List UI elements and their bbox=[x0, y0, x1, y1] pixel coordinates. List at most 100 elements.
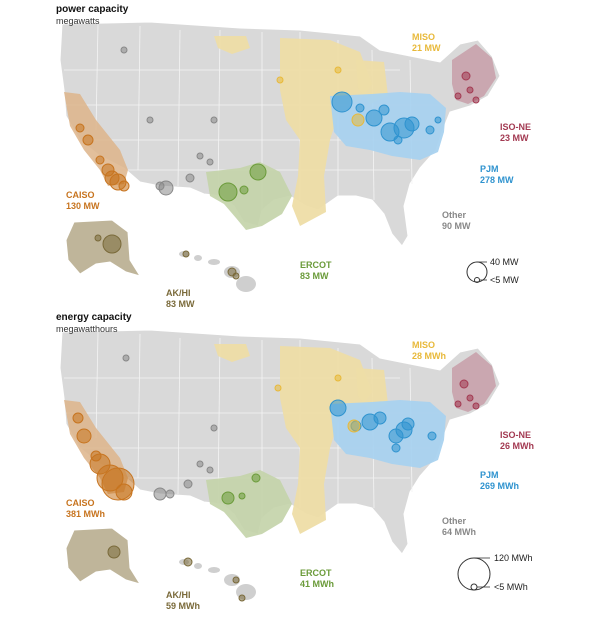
isone-facility-bubble bbox=[459, 379, 469, 389]
pjm-facility-bubble bbox=[427, 431, 437, 441]
other-facility-bubble bbox=[206, 466, 214, 474]
other-facility-bubble bbox=[122, 354, 130, 362]
pjm-facility-bubble bbox=[378, 104, 390, 116]
energy-size-legend bbox=[457, 557, 491, 591]
isone-facility-bubble bbox=[454, 92, 462, 100]
pjm-facility-bubble bbox=[401, 417, 415, 431]
isone-region bbox=[452, 44, 496, 104]
alaska-shape bbox=[65, 527, 142, 585]
akhi-facility-bubble bbox=[232, 576, 240, 584]
caiso-facility-bubble bbox=[82, 134, 94, 146]
alaska-shape bbox=[65, 219, 142, 277]
power-bubbles bbox=[75, 46, 480, 280]
other-facility-bubble bbox=[206, 158, 214, 166]
isone-region bbox=[452, 352, 496, 412]
caiso-facility-bubble bbox=[90, 450, 102, 462]
other-facility-bubble bbox=[196, 152, 204, 160]
miso-facility-bubble bbox=[276, 76, 284, 84]
pjm-label: PJM 269 MWh bbox=[480, 470, 520, 491]
legend-small-label: <5 MW bbox=[490, 275, 519, 285]
caiso-facility-bubble bbox=[115, 483, 133, 501]
miso-label: MISO 28 MWh bbox=[412, 340, 447, 361]
miso-region bbox=[280, 346, 372, 534]
caiso-region bbox=[64, 92, 128, 186]
legend-small-circle bbox=[474, 277, 480, 283]
miso-facility-bubble bbox=[347, 419, 361, 433]
akhi-facility-bubble bbox=[102, 234, 122, 254]
miso-region bbox=[280, 38, 372, 226]
ercot-region bbox=[206, 162, 292, 230]
isone-label: ISO-NE 23 MW bbox=[500, 122, 532, 143]
legend-small-label: <5 MWh bbox=[494, 582, 528, 592]
miso-facility-bubble bbox=[334, 374, 342, 382]
ercot-facility-bubble bbox=[239, 185, 249, 195]
pjm-facility-bubble bbox=[355, 103, 365, 113]
ercot-facility-bubble bbox=[238, 492, 246, 500]
contiguous-us-shape bbox=[59, 21, 501, 247]
power-size-legend bbox=[466, 261, 488, 283]
ercot-facility-bubble bbox=[221, 491, 235, 505]
panel-subtitle: megawatts bbox=[56, 16, 100, 26]
ercot-region bbox=[206, 470, 292, 538]
caiso-facility-bubble bbox=[118, 180, 130, 192]
akhi-facility-bubble bbox=[94, 234, 102, 242]
panel-title: power capacity bbox=[56, 4, 129, 15]
hawaii-islands bbox=[179, 251, 256, 292]
isone-facility-bubble bbox=[466, 86, 474, 94]
isone-label: ISO-NE 26 MWh bbox=[500, 430, 535, 451]
legend-large-circle bbox=[466, 261, 488, 283]
pjm-facility-bubble bbox=[373, 411, 387, 425]
ercot-facility-bubble bbox=[249, 163, 267, 181]
power-capacity-panel: power capacity megawatts MISO 21 MW ISO-N… bbox=[0, 0, 606, 309]
legend-large-label: 120 MWh bbox=[494, 553, 533, 563]
other-facility-bubble bbox=[120, 46, 128, 54]
energy-capacity-panel: energy capacity megawatthours MISO 28 MWh… bbox=[0, 308, 606, 619]
isone-facility-bubble bbox=[461, 71, 471, 81]
energy-bubbles bbox=[72, 354, 480, 602]
isone-facility-bubble bbox=[472, 402, 480, 410]
isone-facility-bubble bbox=[454, 400, 462, 408]
akhi-facility-bubble bbox=[232, 272, 240, 280]
caiso-label: CAISO 381 MWh bbox=[66, 498, 106, 519]
other-facility-bubble bbox=[153, 487, 167, 501]
caiso-facility-bubble bbox=[76, 428, 92, 444]
pjm-region bbox=[330, 400, 446, 468]
pjm-facility-bubble bbox=[331, 91, 353, 113]
akhi-facility-bubble bbox=[107, 545, 121, 559]
akhi-facility-bubble bbox=[238, 594, 246, 602]
caiso-facility-bubble bbox=[95, 155, 105, 165]
pjm-facility-bubble bbox=[434, 116, 442, 124]
pjm-facility-bubble bbox=[425, 125, 435, 135]
ercot-facility-bubble bbox=[251, 473, 261, 483]
ercot-label: ERCOT 83 MW bbox=[300, 260, 332, 281]
other-facility-bubble bbox=[196, 460, 204, 468]
other-label: Other 90 MW bbox=[442, 210, 471, 231]
other-facility-bubble bbox=[183, 479, 193, 489]
pjm-facility-bubble bbox=[391, 443, 401, 453]
isone-facility-bubble bbox=[472, 96, 480, 104]
akhi-label: AK/HI 59 MWh bbox=[166, 590, 201, 611]
panel-subtitle: megawatthours bbox=[56, 324, 118, 334]
legend-small-circle bbox=[470, 583, 478, 591]
other-facility-bubble bbox=[146, 116, 154, 124]
pjm-facility-bubble bbox=[329, 399, 347, 417]
isone-facility-bubble bbox=[466, 394, 474, 402]
ercot-facility-bubble bbox=[218, 182, 238, 202]
energy-capacity-map bbox=[59, 329, 501, 602]
miso-facility-bubble bbox=[351, 113, 365, 127]
panel-title: energy capacity bbox=[56, 312, 132, 323]
other-facility-bubble bbox=[165, 489, 175, 499]
contiguous-us-shape bbox=[59, 329, 501, 555]
akhi-label: AK/HI 83 MW bbox=[166, 288, 195, 309]
akhi-facility-bubble bbox=[183, 557, 193, 567]
other-label: Other 64 MWh bbox=[442, 516, 477, 537]
legend-large-circle bbox=[457, 557, 491, 591]
miso-facility-bubble bbox=[334, 66, 342, 74]
legend-large-label: 40 MW bbox=[490, 257, 519, 267]
pjm-facility-bubble bbox=[404, 116, 420, 132]
other-facility-bubble bbox=[210, 116, 218, 124]
caiso-label: CAISO 130 MW bbox=[66, 190, 100, 211]
other-facility-bubble bbox=[155, 181, 165, 191]
miso-label: MISO 21 MW bbox=[412, 32, 441, 53]
akhi-facility-bubble bbox=[182, 250, 190, 258]
